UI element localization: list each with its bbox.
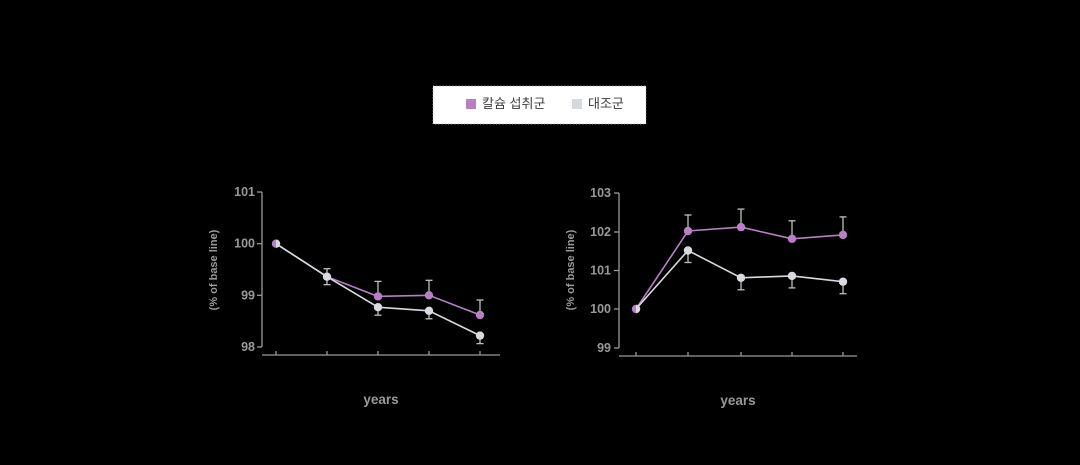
svg-text:101: 101 <box>234 185 255 199</box>
svg-text:years: years <box>720 393 755 408</box>
svg-text:99: 99 <box>241 288 255 302</box>
svg-text:100: 100 <box>234 237 255 251</box>
svg-text:칼슘 섭취군: 칼슘 섭취군 <box>482 96 545 111</box>
svg-text:(% of base line): (% of base line) <box>208 229 220 310</box>
svg-text:100: 100 <box>590 302 611 316</box>
svg-text:103: 103 <box>590 186 611 200</box>
svg-text:98: 98 <box>241 340 255 354</box>
svg-text:99: 99 <box>597 341 611 355</box>
svg-text:(% of base line): (% of base line) <box>565 229 577 310</box>
svg-text:102: 102 <box>590 225 611 239</box>
svg-text:years: years <box>363 392 398 407</box>
svg-text:대조군: 대조군 <box>588 96 624 111</box>
svg-text:101: 101 <box>590 264 611 278</box>
